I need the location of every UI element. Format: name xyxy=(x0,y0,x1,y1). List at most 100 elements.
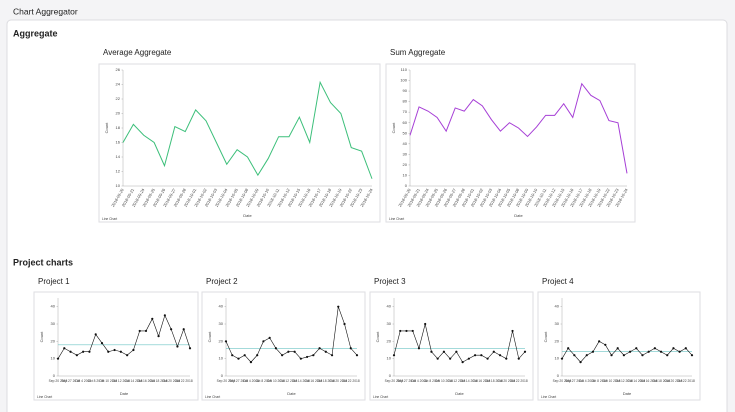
data-point xyxy=(126,354,129,357)
y-tick-label: 10 xyxy=(51,356,56,361)
y-tick-label: 30 xyxy=(51,321,56,326)
legend-label: Line Chart xyxy=(541,395,556,399)
x-tick-label: Oct 20 2018 xyxy=(497,379,515,383)
x-tick-label: Oct 22 2018 xyxy=(677,379,695,383)
data-point xyxy=(237,357,240,360)
data-point xyxy=(170,328,173,331)
x-tick-label: Oct 8 2018 xyxy=(591,379,607,383)
data-point xyxy=(405,329,408,333)
x-tick-label: Oct 22 2018 xyxy=(175,379,193,383)
data-point xyxy=(231,354,234,357)
data-point xyxy=(107,350,110,353)
data-point xyxy=(256,354,259,357)
charts: Average Aggregate1012141618202224262018-… xyxy=(33,48,701,401)
app-title: Chart Aggregator xyxy=(13,6,78,16)
data-point xyxy=(666,354,669,357)
legend-label: Line Chart xyxy=(389,217,404,221)
data-point xyxy=(132,348,135,352)
y-axis-label: Count xyxy=(375,331,380,343)
x-tick-label: Oct 16 2018 xyxy=(472,379,490,383)
data-point xyxy=(622,354,626,357)
x-tick-label: Oct 22 2018 xyxy=(510,379,528,383)
data-point xyxy=(343,322,346,326)
section-title: Aggregate xyxy=(13,28,58,38)
data-point xyxy=(243,354,246,357)
data-point xyxy=(355,354,359,357)
section-title: Project charts xyxy=(13,257,73,267)
data-point xyxy=(144,329,148,333)
data-line xyxy=(409,82,628,174)
data-point xyxy=(274,347,278,350)
data-point xyxy=(461,361,464,364)
y-axis-label: Count xyxy=(207,331,212,343)
data-point xyxy=(176,345,179,348)
data-point xyxy=(690,354,694,357)
x-tick-label: Oct 4 2018 xyxy=(75,379,91,383)
y-tick-label: 20 xyxy=(116,111,121,116)
x-tick-label: Oct 18 2018 xyxy=(150,379,168,383)
data-point xyxy=(330,354,334,357)
y-tick-label: 30 xyxy=(387,321,392,326)
x-tick-label: Oct 16 2018 xyxy=(304,379,322,383)
x-axis-label: Date xyxy=(623,391,632,396)
data-point xyxy=(249,361,253,364)
x-tick-label: Sep 27 2018 xyxy=(397,379,416,383)
legend-label: Line Chart xyxy=(37,395,52,399)
y-tick-label: 100 xyxy=(400,78,407,83)
data-point xyxy=(324,350,327,353)
data-point xyxy=(138,329,141,333)
y-tick-label: 10 xyxy=(116,183,121,188)
y-tick-label: 22 xyxy=(116,96,121,101)
data-point xyxy=(163,314,166,317)
data-point xyxy=(567,347,570,350)
y-tick-label: 20 xyxy=(387,338,392,343)
x-axis-label: Date xyxy=(514,213,523,218)
x-tick-label: Oct 4 2018 xyxy=(243,379,259,383)
data-point xyxy=(100,341,104,345)
data-point xyxy=(430,350,433,353)
y-tick-label: 0 xyxy=(557,373,560,378)
y-axis-label: Count xyxy=(104,122,109,134)
data-point xyxy=(473,354,477,357)
data-point xyxy=(82,350,85,353)
data-point xyxy=(411,329,414,333)
x-tick-label: Oct 12 2018 xyxy=(447,379,465,383)
x-tick-label: Sep 27 2018 xyxy=(565,379,584,383)
x-tick-label: Oct 22 2018 xyxy=(342,379,360,383)
data-point xyxy=(678,350,681,353)
y-tick-label: 110 xyxy=(401,67,408,72)
chart-frame xyxy=(369,291,534,401)
data-line xyxy=(122,80,373,179)
data-point xyxy=(486,357,489,360)
y-tick-label: 40 xyxy=(555,304,560,309)
data-point xyxy=(305,355,309,359)
legend-label: Line Chart xyxy=(373,395,388,399)
y-tick-label: 10 xyxy=(555,356,560,361)
data-point xyxy=(523,350,527,353)
data-point xyxy=(492,350,495,353)
y-axis-label: Count xyxy=(391,122,396,134)
data-point xyxy=(94,333,97,336)
y-tick-label: 16 xyxy=(116,140,121,145)
y-tick-label: 40 xyxy=(403,141,408,146)
y-tick-label: 0 xyxy=(405,183,408,188)
chart-frame xyxy=(385,63,636,223)
x-tick-label: Sep 20 2018 xyxy=(553,379,572,383)
y-tick-label: 50 xyxy=(403,130,408,135)
y-tick-label: 26 xyxy=(116,67,121,72)
data-point xyxy=(517,357,520,360)
x-tick-label: Oct 8 2018 xyxy=(88,379,104,383)
data-point xyxy=(299,357,302,360)
data-point xyxy=(188,347,192,350)
chart-frame xyxy=(33,291,199,401)
x-tick-label: Oct 16 2018 xyxy=(640,379,658,383)
y-tick-label: 90 xyxy=(403,88,408,93)
chart-title: Project 4 xyxy=(542,277,574,286)
data-point xyxy=(69,350,72,353)
data-point xyxy=(467,357,470,360)
x-tick-label: Oct 10 2018 xyxy=(435,379,453,383)
data-point xyxy=(224,340,228,343)
x-tick-label: Sep 20 2018 xyxy=(49,379,68,383)
x-tick-label: Sep 20 2018 xyxy=(385,379,404,383)
